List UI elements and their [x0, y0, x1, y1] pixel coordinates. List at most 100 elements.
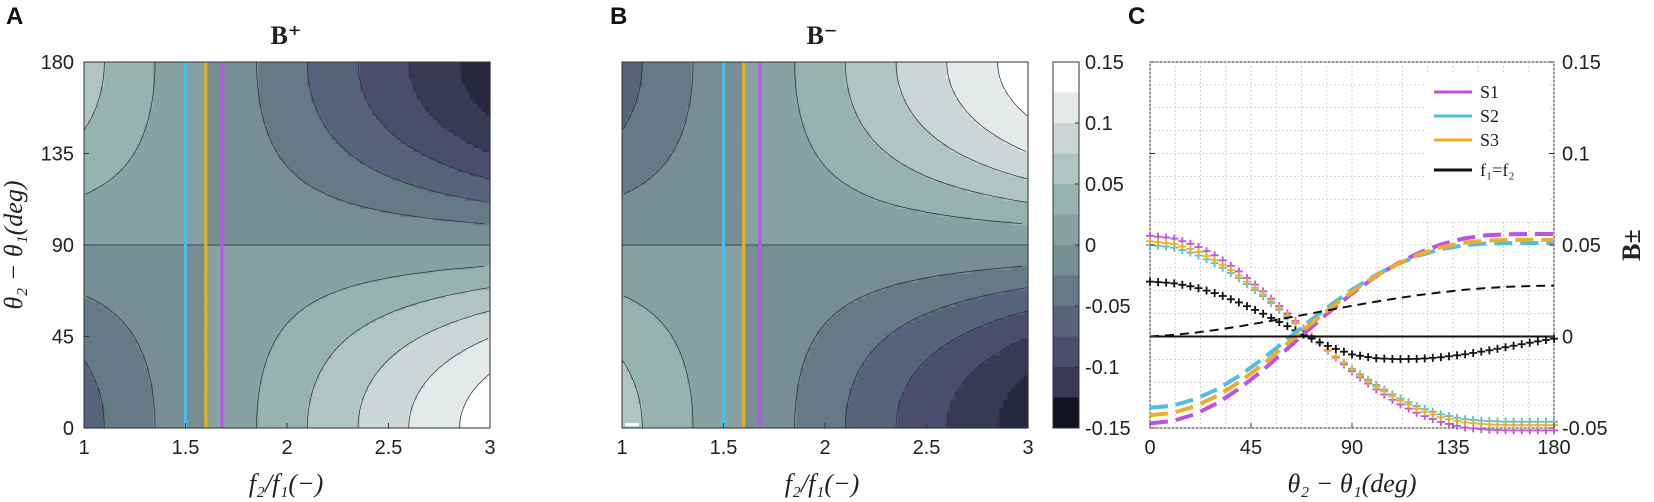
heatmap-cell — [92, 362, 97, 368]
heatmap-cell — [128, 224, 134, 230]
heatmap-cell — [96, 232, 101, 238]
heatmap-cell — [161, 342, 166, 348]
heatmap-cell — [226, 163, 231, 169]
heatmap-cell — [234, 163, 239, 169]
heatmap-cell — [242, 188, 247, 193]
heatmap-cell — [205, 314, 211, 319]
heatmap-cell — [96, 330, 101, 336]
heatmap-cell — [287, 338, 292, 344]
heatmap-cell — [282, 240, 288, 246]
heatmap-cell — [193, 90, 199, 96]
heatmap-cell — [238, 86, 243, 92]
heatmap-cell — [274, 135, 280, 140]
heatmap-cell — [242, 399, 247, 405]
heatmap-cell — [250, 379, 256, 384]
heatmap-cell — [136, 70, 142, 75]
heatmap-cell — [124, 322, 130, 327]
heatmap-cell — [185, 90, 191, 96]
heatmap-cell — [250, 375, 256, 380]
heatmap-cell — [197, 338, 203, 344]
heatmap-cell — [181, 143, 187, 148]
heatmap-cell — [189, 220, 195, 226]
heatmap-cell — [242, 354, 247, 360]
heatmap-cell — [217, 216, 223, 222]
heatmap-cell — [108, 208, 114, 214]
heatmap-cell — [100, 379, 105, 384]
heatmap-cell — [124, 155, 130, 161]
heatmap-cell — [278, 159, 284, 165]
heatmap-cell — [84, 90, 89, 96]
heatmap-cell — [165, 245, 170, 250]
heatmap-cell — [84, 277, 89, 283]
heatmap-cell — [222, 86, 227, 92]
heatmap-cell — [242, 102, 247, 108]
heatmap-cell — [270, 403, 276, 409]
heatmap-cell — [148, 354, 154, 360]
heatmap-cell — [258, 171, 264, 177]
heatmap-cell — [213, 326, 219, 331]
heatmap-cell — [140, 379, 146, 384]
heatmap-cell — [209, 139, 215, 144]
heatmap-cell — [124, 391, 130, 397]
heatmap-cell — [100, 391, 105, 397]
heatmap-cell — [177, 387, 183, 392]
heatmap-cell — [274, 167, 280, 173]
heatmap-cell — [258, 391, 264, 397]
heatmap-cell — [205, 310, 211, 315]
heatmap-cell — [295, 143, 300, 148]
heatmap-cell — [274, 391, 280, 397]
heatmap-cell — [153, 167, 158, 173]
heatmap-cell — [157, 240, 162, 246]
heatmap-cell — [108, 151, 114, 157]
heatmap-cell — [177, 147, 183, 153]
heatmap-cell — [173, 155, 178, 161]
heatmap-cell — [254, 257, 260, 262]
heatmap-cell — [230, 326, 235, 331]
heatmap-cell — [181, 118, 187, 124]
heatmap-cell — [144, 362, 150, 368]
heatmap-cell — [303, 204, 308, 209]
heatmap-cell — [250, 253, 256, 258]
heatmap-cell — [295, 358, 300, 364]
heatmap-cell — [144, 114, 150, 120]
heatmap-cell — [262, 330, 268, 336]
heatmap-cell — [295, 346, 300, 352]
heatmap-cell — [307, 277, 312, 283]
heatmap-cell — [124, 208, 130, 214]
heatmap-cell — [104, 127, 109, 132]
heatmap-cell — [205, 281, 211, 287]
heatmap-cell — [217, 106, 223, 112]
heatmap-cell — [132, 102, 138, 108]
heatmap-cell — [270, 399, 276, 405]
heatmap-cell — [291, 273, 296, 279]
heatmap-cell — [165, 415, 170, 421]
heatmap-cell — [274, 90, 280, 96]
heatmap-cell — [108, 118, 114, 124]
heatmap-cell — [88, 322, 93, 327]
heatmap-cell — [213, 163, 219, 169]
heatmap-cell — [209, 253, 215, 258]
heatmap-cell — [230, 70, 235, 75]
heatmap-cell — [254, 334, 260, 340]
heatmap-cell — [132, 277, 138, 283]
heatmap-cell — [291, 212, 296, 218]
heatmap-cell — [213, 387, 219, 392]
heatmap-cell — [112, 236, 118, 242]
heatmap-cell — [177, 94, 183, 100]
heatmap-cell — [161, 179, 166, 185]
heatmap-cell — [169, 383, 174, 388]
heatmap-cell — [169, 253, 174, 258]
heatmap-cell — [169, 407, 174, 413]
heatmap-cell — [295, 232, 300, 238]
heatmap-cell — [278, 399, 284, 405]
heatmap-cell — [299, 265, 304, 270]
heatmap-cell — [226, 293, 231, 299]
heatmap-cell — [209, 179, 215, 185]
heatmap-cell — [193, 354, 199, 360]
heatmap-cell — [226, 86, 231, 92]
heatmap-cell — [262, 175, 268, 181]
heatmap-cell — [84, 188, 89, 193]
heatmap-cell — [181, 261, 187, 266]
heatmap-cell — [287, 391, 292, 397]
heatmap-cell — [201, 391, 207, 397]
